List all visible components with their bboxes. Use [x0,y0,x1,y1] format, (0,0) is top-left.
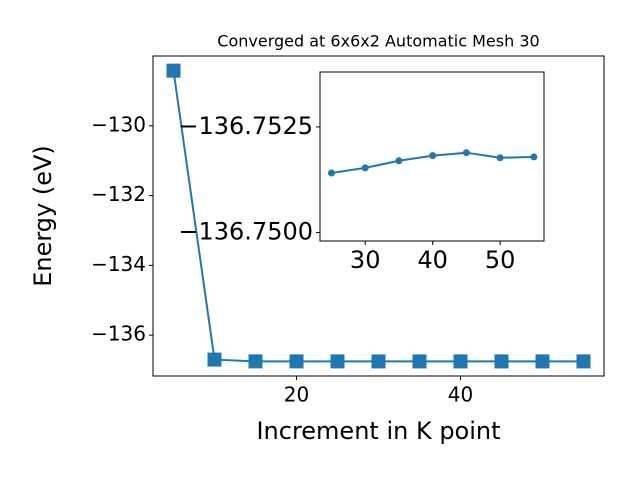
y-tick-label: −132 [91,182,146,206]
x-tick-label: 40 [448,383,473,407]
axes-frame [152,55,605,377]
marker [395,157,403,165]
x-tick-label: 30 [350,246,381,274]
marker [462,149,470,157]
marker [535,354,550,369]
marker [330,354,345,369]
marker [166,63,181,78]
y-tick-label: −134 [91,252,146,276]
marker [248,354,263,369]
marker [207,352,222,367]
chart-title: Converged at 6x6x2 Automatic Mesh 30 [217,32,539,51]
y-tick-label: −136 [91,322,146,346]
marker [361,164,369,172]
x-tick-label: 50 [485,246,516,274]
marker [494,354,509,369]
marker [289,354,304,369]
x-tick-label: 20 [284,383,309,407]
marker [327,169,335,177]
x-tick-label: 40 [417,246,448,274]
x-axis-label: Increment in K point [256,417,500,445]
y-axis-label: Energy (eV) [29,145,57,287]
y-tick-label: −136.7500 [178,218,313,246]
marker [576,354,591,369]
marker [429,152,437,160]
y-tick-label: −136.7525 [178,112,313,140]
axes-frame [319,71,545,242]
marker [453,354,468,369]
marker [496,154,504,162]
y-tick-label: −130 [91,112,146,136]
marker [371,354,386,369]
marker [530,153,538,161]
marker [412,354,427,369]
